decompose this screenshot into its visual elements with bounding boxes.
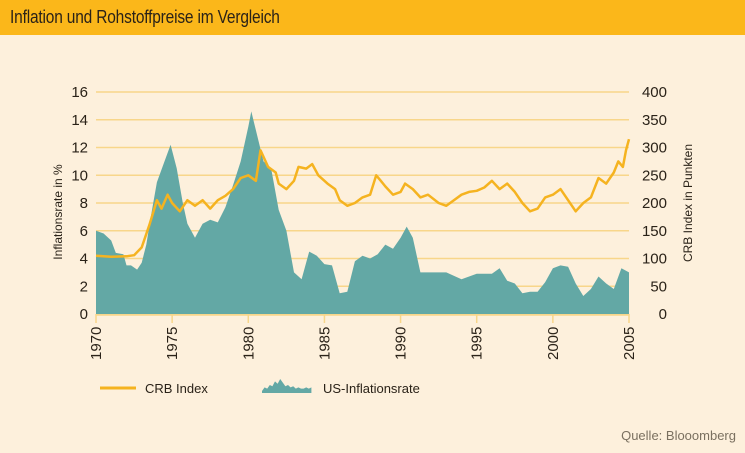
y2-tick-label: 50: [650, 278, 667, 295]
x-axis: 1970 1975 1980 1985 1990 1995 2000 2005: [88, 314, 638, 360]
x-tick-label: 1985: [316, 327, 333, 360]
y-tick-label: 0: [80, 306, 88, 323]
y2-tick-label: 400: [642, 84, 667, 101]
x-tick-label: 2000: [545, 327, 562, 360]
y-axis-label: Inflationsrate in %: [51, 164, 65, 260]
x-tick-label: 1970: [88, 327, 105, 360]
title-bar: Inflation und Rohstoffpreise im Vergleic…: [0, 0, 745, 35]
y-tick-label: 6: [80, 223, 88, 240]
crb-line-layer: [95, 138, 631, 259]
x-tick-label: 1990: [393, 327, 410, 360]
crb-line: [95, 138, 631, 259]
y2-tick-label: 350: [642, 112, 667, 129]
y-axis-right: 0 50 100 150 200 250 300 350 400: [642, 84, 667, 323]
y2-tick-label: 300: [642, 140, 667, 157]
source-note: Quelle: Blooomberg: [621, 428, 736, 443]
y-tick-label: 16: [71, 84, 88, 101]
y-tick-label: 8: [80, 195, 88, 212]
inflation-area-layer: [96, 111, 629, 315]
x-tick-label: 1980: [240, 327, 257, 360]
legend-inflation-swatch: [262, 379, 312, 393]
x-tick-label: 1995: [469, 327, 486, 360]
y2-tick-label: 250: [642, 167, 667, 184]
x-tick-label: 1975: [164, 327, 181, 360]
inflation-area: [96, 111, 629, 315]
y2-tick-label: 150: [642, 223, 667, 240]
y-tick-label: 14: [71, 112, 88, 129]
y-tick-label: 2: [80, 278, 88, 295]
legend-crb-label: CRB Index: [145, 381, 208, 396]
y2-tick-label: 200: [642, 195, 667, 212]
y2-tick-label: 0: [659, 306, 667, 323]
y-axis-left: 0 2 4 6 8 10 12 14 16: [71, 84, 88, 323]
y-tick-label: 12: [71, 140, 88, 157]
x-tick-label: 2005: [621, 327, 638, 360]
chart-title: Inflation und Rohstoffpreise im Vergleic…: [10, 7, 280, 27]
y-tick-label: 10: [71, 167, 88, 184]
y2-axis-label: CRB Index in Punkten: [681, 144, 695, 262]
legend: CRB Index US-Inflationsrate: [100, 379, 420, 396]
y2-tick-label: 100: [642, 251, 667, 268]
y-tick-label: 4: [80, 251, 88, 268]
legend-inflation-label: US-Inflationsrate: [323, 381, 420, 396]
